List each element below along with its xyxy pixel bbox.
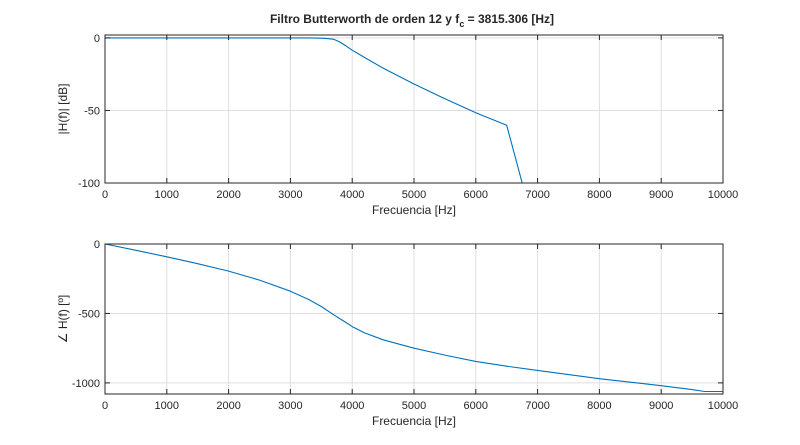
figure-title: Filtro Butterworth de orden 12 y fc = 38… [270, 12, 554, 29]
phase-xtick-label: 2000 [216, 400, 240, 412]
phase-plot: 0 1000 2000 3000 4000 5000 6000 7000 8000 9000 100… [56, 239, 738, 428]
magnitude-xtick-label: 4000 [340, 189, 364, 201]
phase-yaxis-label: ∠ H(f) [º] [56, 295, 70, 343]
phase-xtick-label: 0 [102, 400, 108, 412]
phase-xtick-label: 1000 [155, 400, 179, 412]
phase-xtick-label: 10000 [708, 400, 739, 412]
phase-xaxis-label: Frecuencia [Hz] [372, 414, 456, 428]
magnitude-xtick-label: 6000 [464, 189, 488, 201]
magnitude-xtick-label: 0 [102, 189, 108, 201]
magnitude-xtick-label: 8000 [587, 189, 611, 201]
magnitude-plot: 0 1000 2000 3000 4000 5000 6000 7000 8000 9000 100… [56, 33, 738, 217]
phase-xtick-label: 9000 [649, 400, 673, 412]
phase-xtick-label: 3000 [278, 400, 302, 412]
magnitude-ytick-label: -50 [84, 105, 100, 117]
phase-xtick-label: 5000 [402, 400, 426, 412]
phase-series-line [105, 244, 723, 393]
phase-ytick-label: -500 [78, 308, 100, 320]
phase-xtick-label: 4000 [340, 400, 364, 412]
magnitude-xtick-label: 2000 [216, 189, 240, 201]
figure-title-main: Filtro Butterworth de orden 12 y f [270, 12, 460, 26]
magnitude-series-line [105, 37, 523, 183]
magnitude-xtick-label: 10000 [708, 189, 739, 201]
magnitude-xtick-label: 7000 [525, 189, 549, 201]
phase-xtick-label: 6000 [464, 400, 488, 412]
magnitude-xtick-label: 9000 [649, 189, 673, 201]
figure-title-subscript: c [459, 19, 464, 29]
figure-title-suffix: = 3815.306 [Hz] [464, 12, 554, 26]
phase-xtick-label: 7000 [525, 400, 549, 412]
magnitude-yaxis-label: |H(f)| [dB] [56, 84, 70, 135]
phase-xtick-label: 8000 [587, 400, 611, 412]
phase-ytick-label: 0 [94, 239, 100, 251]
magnitude-xtick-label: 1000 [155, 189, 179, 201]
magnitude-xtick-label: 5000 [402, 189, 426, 201]
magnitude-xtick-label: 3000 [278, 189, 302, 201]
magnitude-ytick-label: 0 [94, 33, 100, 45]
magnitude-xaxis-label: Frecuencia [Hz] [372, 203, 456, 217]
magnitude-ytick-label: -100 [78, 178, 100, 190]
phase-ytick-label: -1000 [72, 378, 100, 390]
